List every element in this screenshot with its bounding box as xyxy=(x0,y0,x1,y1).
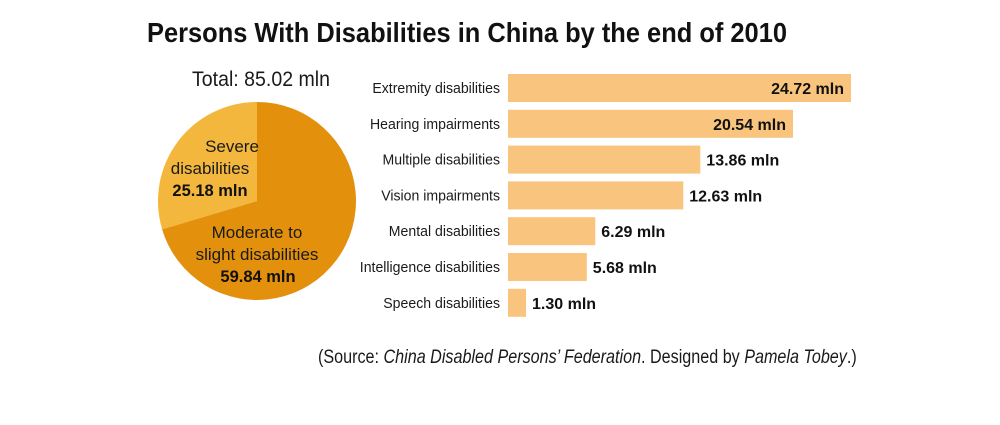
bar-value-mental: 6.29 mln xyxy=(601,224,665,241)
chart-title: Persons With Disabilities in China by th… xyxy=(147,17,787,48)
bar-label-extremity: Extremity disabilities xyxy=(372,81,500,97)
bar-category-labels: Extremity disabilities Hearing impairmen… xyxy=(360,81,500,312)
bar-extremity xyxy=(508,74,851,102)
bar-value-intelligence: 5.68 mln xyxy=(593,260,657,277)
bar-label-hearing: Hearing impairments xyxy=(370,116,500,132)
bar-speech xyxy=(508,288,527,317)
bar-label-intelligence: Intelligence disabilities xyxy=(360,260,500,276)
pie-label-moderate-line-2: slight disabilities xyxy=(196,245,319,264)
bar-intelligence xyxy=(508,253,587,281)
pie-slice-severe xyxy=(158,102,257,230)
bar-vision xyxy=(508,181,684,210)
bar-label-multiple: Multiple disabilities xyxy=(383,152,500,168)
bar-value-vision: 12.63 mln xyxy=(689,188,762,205)
bar-label-vision: Vision impairments xyxy=(381,188,500,204)
pie-value-severe: 25.18 mln xyxy=(172,182,247,200)
source-prefix: (Source: xyxy=(318,346,384,368)
source-suffix: .) xyxy=(847,346,857,368)
bar-label-speech: Speech disabilities xyxy=(383,295,500,311)
pie-label-moderate-line-1: Moderate to xyxy=(212,223,303,242)
bar-label-mental: Mental disabilities xyxy=(389,224,500,240)
bar-value-speech: 1.30 mln xyxy=(532,296,596,313)
pie-total-label: Total: 85.02 mln xyxy=(192,68,330,91)
source-note: (Source: China Disabled Persons’ Federat… xyxy=(318,346,857,368)
source-organization: China Disabled Persons’ Federation xyxy=(384,346,642,368)
bar-multiple xyxy=(508,145,701,174)
bar-mental xyxy=(508,217,596,246)
bar-value-multiple: 13.86 mln xyxy=(706,153,779,170)
pie-chart: Severe disabilities 25.18 mln Moderate t… xyxy=(158,102,357,300)
bar-value-hearing: 20.54 mln xyxy=(713,117,786,134)
pie-slice-moderate xyxy=(162,102,357,300)
pie-label-severe-line-2: disabilities xyxy=(171,159,249,178)
source-designer: Pamela Tobey xyxy=(744,346,848,368)
source-middle: . Designed by xyxy=(641,346,744,368)
pie-label-severe-line-1: Severe xyxy=(205,137,259,156)
bar-chart: Extremity disabilities Hearing impairmen… xyxy=(360,74,851,317)
bar-value-extremity: 24.72 mln xyxy=(771,81,844,98)
pie-value-moderate: 59.84 mln xyxy=(220,268,295,286)
bar-hearing xyxy=(508,109,793,138)
